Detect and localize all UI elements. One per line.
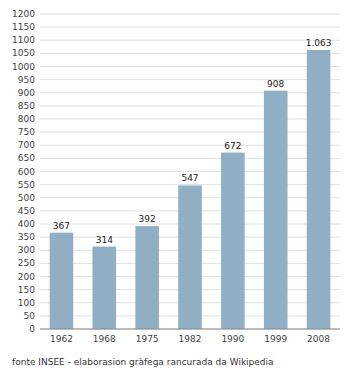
y-tick-label: 1100 bbox=[12, 35, 35, 45]
y-tick-label: 900 bbox=[18, 88, 35, 98]
y-tick-label: 800 bbox=[18, 114, 35, 124]
y-tick-label: 1200 bbox=[12, 9, 35, 19]
y-tick-label: 200 bbox=[18, 272, 35, 282]
y-tick-label: 1050 bbox=[12, 48, 35, 58]
y-tick-label: 0 bbox=[29, 324, 35, 334]
y-tick-label: 650 bbox=[18, 153, 35, 163]
bar bbox=[93, 247, 117, 329]
y-tick-label: 1000 bbox=[12, 62, 35, 72]
y-tick-label: 100 bbox=[18, 298, 35, 308]
chart: 0 50 100 150 200 250 300 350 400 450 500 550 600 650 7… bbox=[0, 0, 350, 373]
y-axis: 0 50 100 150 200 250 300 350 400 450 500 550 600 650 7… bbox=[12, 9, 35, 334]
grid-line bbox=[40, 14, 340, 15]
x-tick-label: 1990 bbox=[221, 334, 244, 344]
chart-container: 0 50 100 150 200 250 300 350 400 450 500 550 600 650 7… bbox=[0, 0, 350, 373]
data-label: 392 bbox=[139, 214, 156, 224]
bar bbox=[50, 233, 74, 329]
y-tick-label: 500 bbox=[18, 193, 35, 203]
x-tick-label: 1962 bbox=[50, 334, 73, 344]
y-tick-label: 1150 bbox=[12, 22, 35, 32]
x-tick-label: 2008 bbox=[307, 334, 330, 344]
y-tick-label: 750 bbox=[18, 127, 35, 137]
data-label: 367 bbox=[53, 221, 70, 231]
grid-line bbox=[40, 132, 340, 133]
grid-line bbox=[40, 329, 340, 330]
grid-line bbox=[40, 27, 340, 28]
grid-line bbox=[40, 66, 340, 67]
x-axis-line bbox=[40, 329, 340, 330]
data-label: 547 bbox=[181, 173, 198, 183]
grid-line bbox=[40, 171, 340, 172]
grid-line bbox=[40, 53, 340, 54]
x-tick-label: 1968 bbox=[93, 334, 116, 344]
grid-line bbox=[40, 79, 340, 80]
y-tick-label: 350 bbox=[18, 232, 35, 242]
x-tick-label: 1982 bbox=[179, 334, 202, 344]
y-tick-label: 950 bbox=[18, 75, 35, 85]
data-label: 672 bbox=[224, 141, 241, 151]
bars bbox=[50, 50, 331, 329]
grid bbox=[40, 14, 340, 329]
y-tick-label: 250 bbox=[18, 258, 35, 268]
y-tick-label: 850 bbox=[18, 101, 35, 111]
bar bbox=[178, 185, 202, 329]
bar bbox=[135, 226, 159, 329]
bar bbox=[221, 153, 245, 329]
grid-line bbox=[40, 92, 340, 93]
y-tick-label: 50 bbox=[24, 311, 36, 321]
y-tick-label: 550 bbox=[18, 180, 35, 190]
grid-line bbox=[40, 145, 340, 146]
y-tick-label: 700 bbox=[18, 140, 35, 150]
y-tick-label: 600 bbox=[18, 167, 35, 177]
grid-line bbox=[40, 158, 340, 159]
data-label: 1.063 bbox=[306, 38, 332, 48]
grid-line bbox=[40, 40, 340, 41]
y-tick-label: 150 bbox=[18, 285, 35, 295]
caption: fonte INSEE - elaborasion gràfega rancur… bbox=[12, 357, 274, 367]
x-axis: 1962 1968 1975 1982 1990 1999 2008 bbox=[50, 334, 330, 344]
y-tick-label: 300 bbox=[18, 245, 35, 255]
y-tick-label: 400 bbox=[18, 219, 35, 229]
data-label: 908 bbox=[267, 79, 284, 89]
grid-line bbox=[40, 105, 340, 106]
data-labels: 367 314 392 547 672 908 1.063 bbox=[53, 38, 332, 245]
data-label: 314 bbox=[96, 235, 113, 245]
y-tick-label: 450 bbox=[18, 206, 35, 216]
grid-line bbox=[40, 119, 340, 120]
bar bbox=[307, 50, 331, 329]
x-tick-label: 1975 bbox=[136, 334, 159, 344]
grid-line bbox=[40, 184, 340, 185]
x-tick-label: 1999 bbox=[264, 334, 287, 344]
bar bbox=[264, 91, 288, 329]
